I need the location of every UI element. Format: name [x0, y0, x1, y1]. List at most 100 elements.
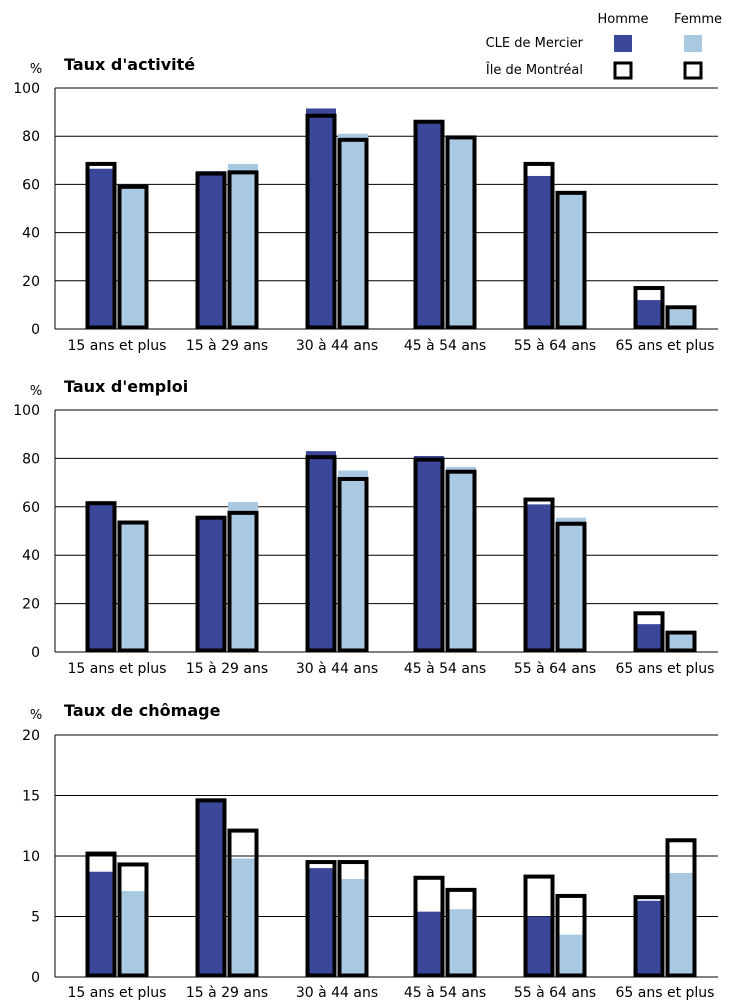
x-tick-label: 45 à 54 ans — [404, 661, 486, 677]
y-tick-label: 20 — [22, 597, 40, 613]
bar-cle-homme — [634, 300, 664, 329]
x-tick-label: 65 ans et plus — [616, 985, 715, 1000]
bar-ile-homme — [305, 860, 337, 978]
y-tick-label: 0 — [31, 322, 40, 338]
x-tick-label: 65 ans et plus — [616, 661, 715, 677]
legend-swatch-ile-homme — [613, 61, 633, 80]
y-tick-label: 15 — [22, 789, 40, 805]
y-tick-label: 100 — [13, 403, 40, 419]
bar-ile-femme — [337, 860, 369, 978]
bar-ile-femme — [665, 630, 697, 653]
bar-ile-homme — [195, 171, 227, 330]
x-tick-label: 45 à 54 ans — [404, 338, 486, 354]
bar-ile-femme — [445, 135, 477, 330]
bar-ile-homme — [633, 286, 665, 330]
bar-ile-homme — [523, 874, 555, 978]
y-tick-label: 0 — [31, 645, 40, 661]
bar-cle-homme — [306, 868, 336, 977]
x-tick-label: 30 à 44 ans — [296, 985, 378, 1000]
y-tick-label: 10 — [22, 849, 40, 865]
bar-ile-homme — [413, 457, 445, 653]
bar-cle-homme — [196, 517, 226, 652]
legend-swatch-ile-femme — [683, 61, 703, 80]
bar-cle-femme — [338, 470, 368, 652]
bar-ile-femme — [555, 521, 587, 653]
bar-cle-homme — [414, 911, 444, 977]
bar-ile-homme — [85, 501, 117, 653]
legend-row-ile: Île de Montréal — [485, 62, 583, 78]
bar-cle-femme — [446, 466, 476, 652]
bar-ile-homme — [85, 851, 117, 978]
bar-cle-femme — [228, 501, 258, 652]
bar-ile-homme — [195, 798, 227, 978]
bar-ile-homme — [413, 119, 445, 330]
bar-cle-femme — [118, 891, 148, 977]
x-tick-label: 15 ans et plus — [68, 985, 167, 1000]
legend-col-homme: Homme — [597, 12, 648, 27]
y-tick-label: 20 — [22, 728, 40, 744]
x-tick-label: 15 ans et plus — [68, 661, 167, 677]
bar-cle-homme — [524, 175, 554, 329]
bar-cle-homme — [524, 504, 554, 652]
bar-ile-homme — [413, 875, 445, 978]
bar-cle-homme — [306, 451, 336, 652]
chart-3: % Taux de chômage 0 5 10 15 20 15 ans et plus 15… — [22, 701, 718, 1001]
bar-cle-femme — [666, 635, 696, 652]
x-tick-label: 15 à 29 ans — [186, 985, 268, 1000]
bar-ile-femme — [227, 828, 259, 978]
bar-ile-femme — [117, 862, 149, 978]
y-tick-label: 40 — [22, 226, 40, 242]
bar-cle-femme — [666, 872, 696, 977]
chart-title: Taux d'emploi — [64, 377, 188, 396]
bar-ile-femme — [555, 190, 587, 330]
y-unit-label: % — [30, 62, 42, 77]
bar-ile-homme — [85, 161, 117, 330]
bar-ile-femme — [227, 170, 259, 330]
y-tick-label: 60 — [22, 177, 40, 193]
bar-ile-femme — [555, 893, 587, 978]
bar-cle-femme — [666, 309, 696, 329]
y-tick-label: 60 — [22, 500, 40, 516]
legend: Homme Femme CLE de Mercier Île de Montré… — [485, 12, 722, 80]
y-tick-label: 80 — [22, 129, 40, 145]
bar-cle-femme — [556, 934, 586, 977]
y-tick-label: 100 — [13, 81, 40, 97]
bar-ile-homme — [523, 497, 555, 653]
bar-cle-homme — [306, 108, 336, 329]
bar-ile-femme — [665, 305, 697, 330]
x-tick-label: 55 à 64 ans — [514, 985, 596, 1000]
chart-title: Taux d'activité — [64, 55, 195, 74]
bar-ile-homme — [305, 455, 337, 653]
y-unit-label: % — [30, 384, 42, 399]
x-tick-label: 65 ans et plus — [616, 338, 715, 354]
y-unit-label: % — [30, 708, 42, 723]
chart-1: % Taux d'activité 0 20 40 60 80 100 15 ans et pl… — [13, 55, 718, 354]
x-tick-label: 30 à 44 ans — [296, 661, 378, 677]
bar-cle-homme — [414, 121, 444, 330]
bar-cle-homme — [634, 900, 664, 977]
bar-cle-femme — [338, 133, 368, 329]
bar-ile-homme — [633, 895, 665, 978]
bar-cle-homme — [196, 171, 226, 329]
bar-cle-femme — [118, 522, 148, 652]
bar-cle-homme — [86, 871, 116, 977]
bar-cle-homme — [524, 916, 554, 977]
x-tick-label: 55 à 64 ans — [514, 661, 596, 677]
bar-ile-femme — [227, 510, 259, 653]
bar-ile-femme — [117, 520, 149, 653]
bar-cle-femme — [556, 192, 586, 329]
bar-ile-homme — [305, 113, 337, 330]
x-tick-label: 15 ans et plus — [68, 338, 167, 354]
x-tick-label: 30 à 44 ans — [296, 338, 378, 354]
bar-ile-femme — [117, 184, 149, 330]
bar-ile-femme — [337, 476, 369, 653]
bar-cle-femme — [228, 858, 258, 977]
chart-2: % Taux d'emploi 0 20 40 60 80 100 15 ans et plus… — [13, 377, 718, 677]
bar-cle-homme — [86, 168, 116, 329]
bar-ile-femme — [665, 838, 697, 978]
bar-ile-homme — [195, 515, 227, 653]
y-tick-label: 20 — [22, 274, 40, 290]
chart-title: Taux de chômage — [64, 701, 221, 720]
